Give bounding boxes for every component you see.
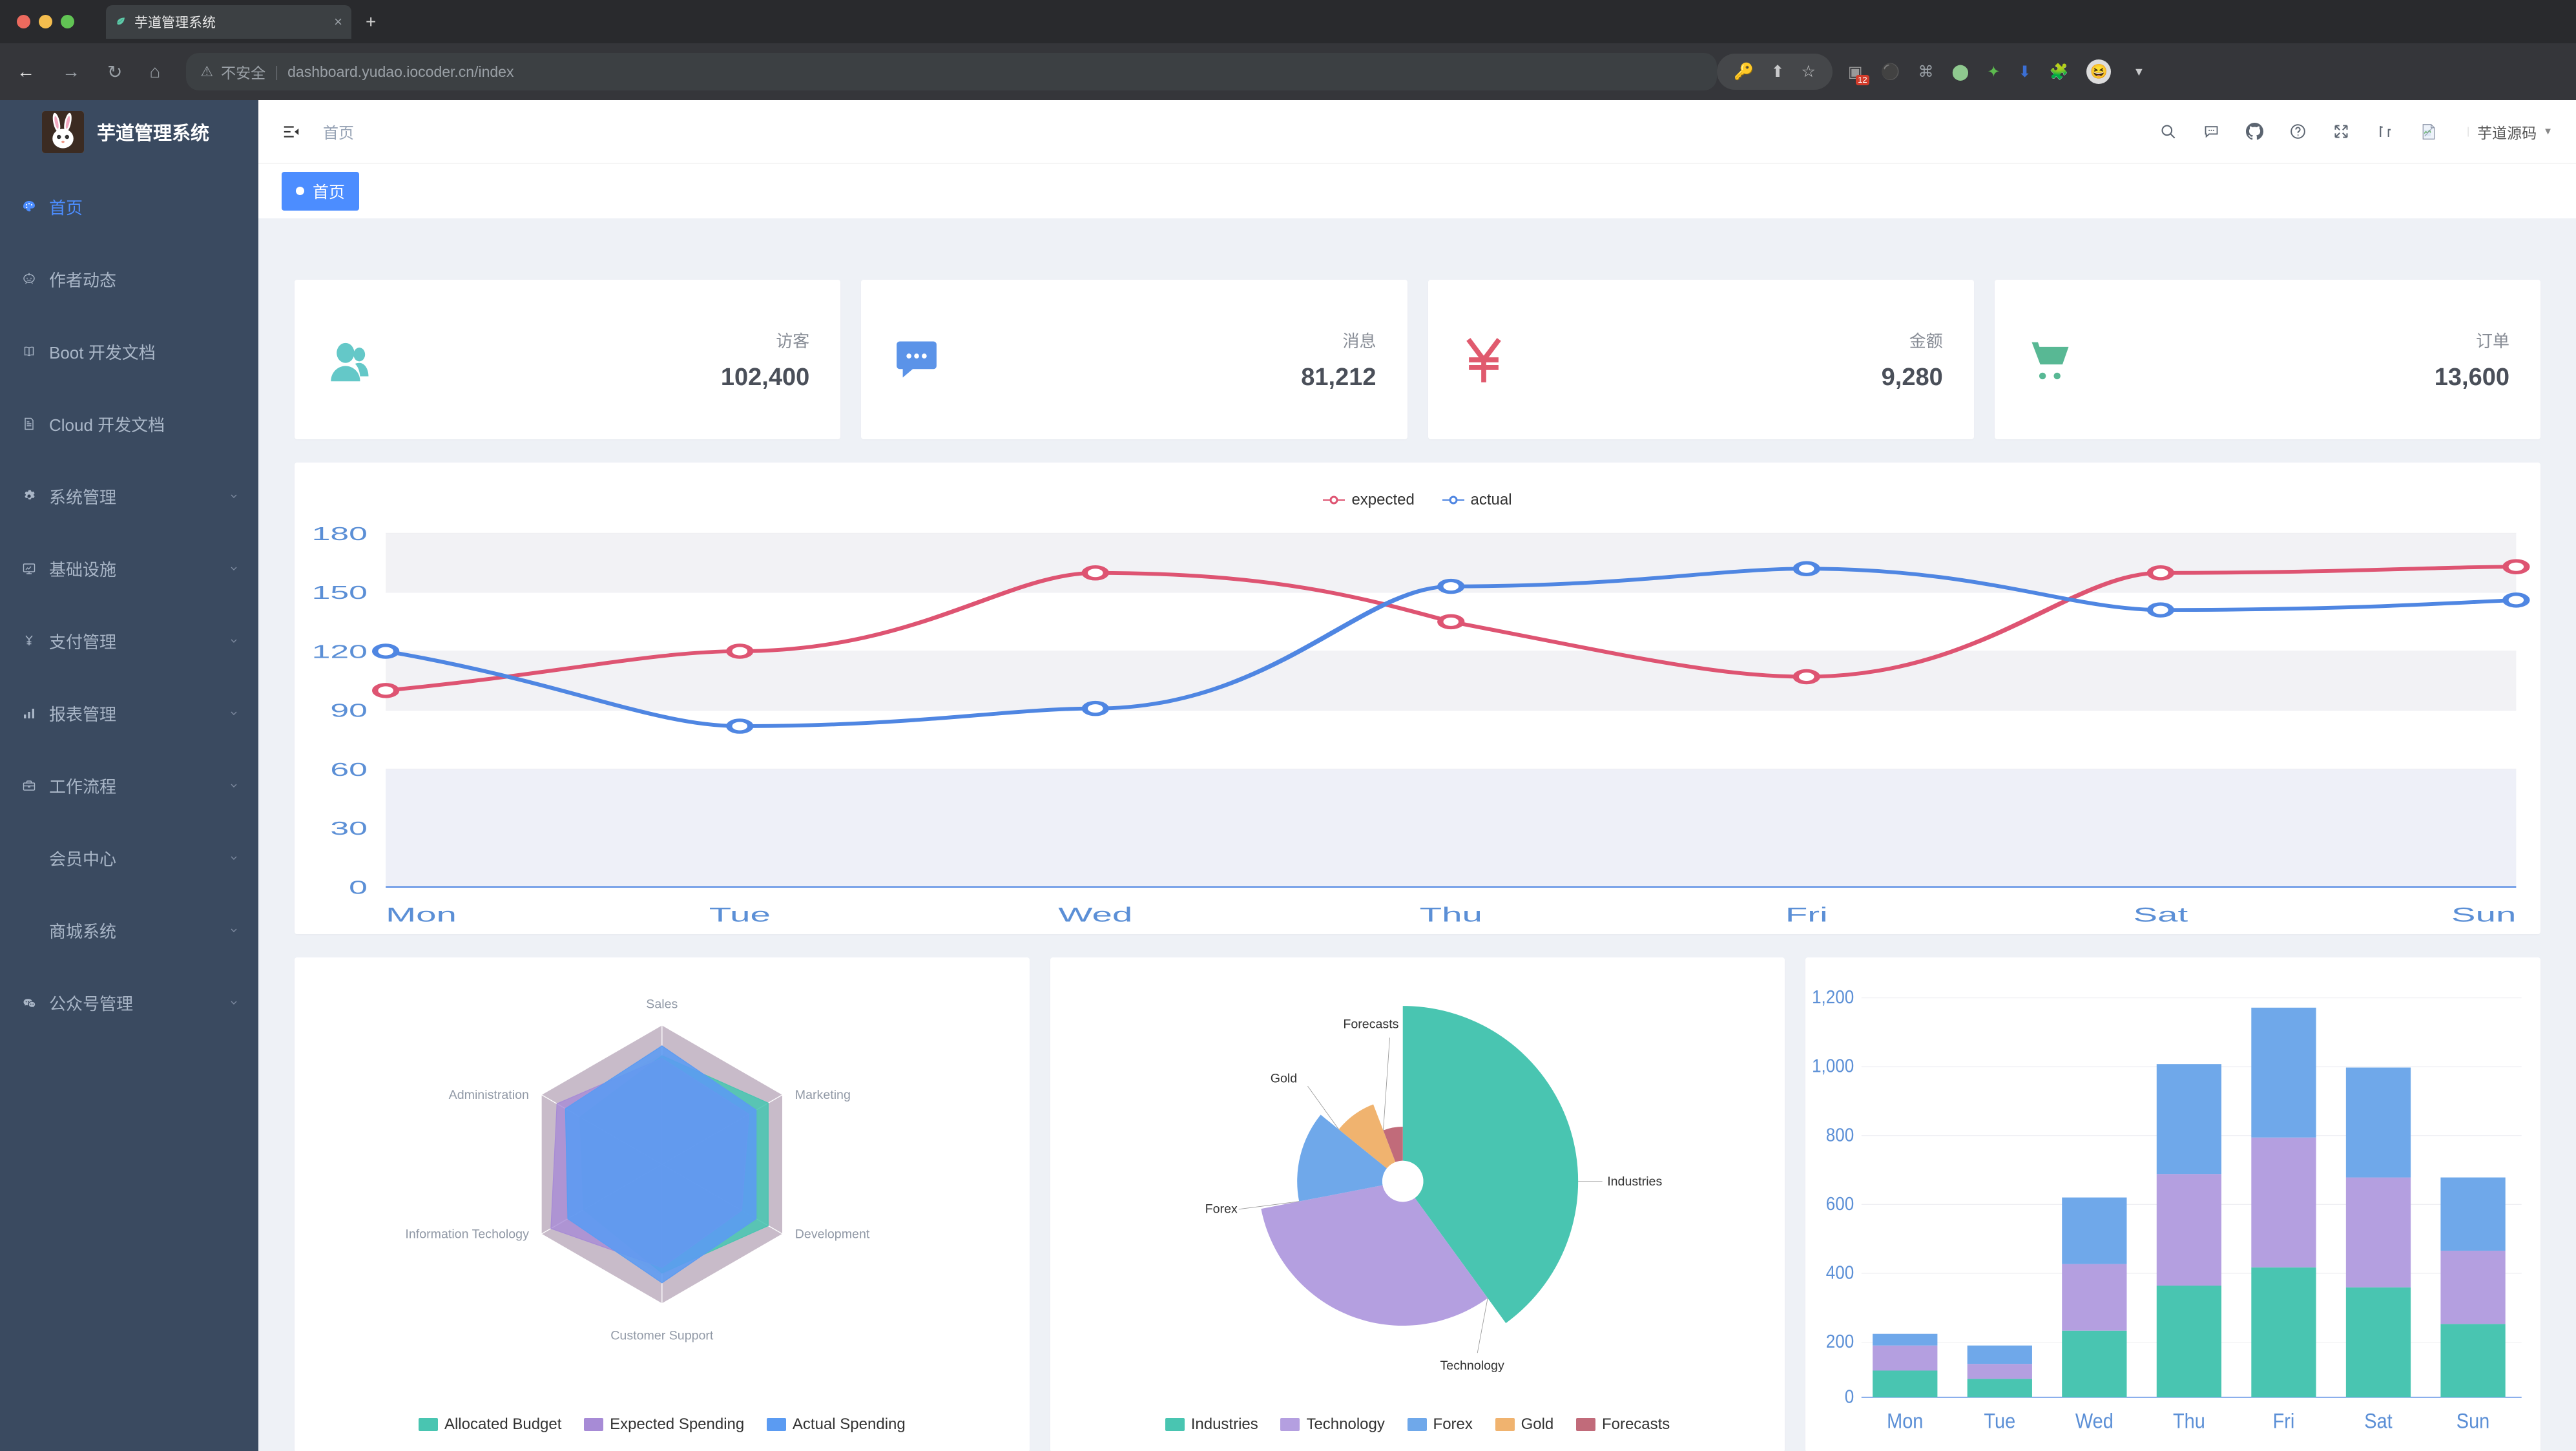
svg-text:30: 30 xyxy=(330,818,368,839)
svg-text:Marketing: Marketing xyxy=(795,1088,851,1102)
svg-text:Customer Support: Customer Support xyxy=(610,1329,714,1343)
svg-text:1,200: 1,200 xyxy=(1812,986,1854,1008)
svg-text:Fri: Fri xyxy=(2273,1410,2295,1433)
svg-text:Sun: Sun xyxy=(2457,1410,2489,1433)
svg-text:150: 150 xyxy=(312,582,368,603)
svg-text:Mon: Mon xyxy=(386,903,457,926)
svg-text:400: 400 xyxy=(1826,1262,1854,1283)
svg-text:Tue: Tue xyxy=(1984,1410,2016,1433)
svg-text:Sat: Sat xyxy=(2365,1410,2393,1433)
svg-text:Sun: Sun xyxy=(2451,903,2516,926)
svg-text:Administration: Administration xyxy=(449,1088,529,1102)
svg-text:Thu: Thu xyxy=(2173,1410,2205,1433)
svg-text:0: 0 xyxy=(1845,1386,1854,1407)
svg-text:1,000: 1,000 xyxy=(1812,1056,1854,1077)
svg-text:Gold: Gold xyxy=(1270,1071,1296,1085)
svg-text:120: 120 xyxy=(312,641,368,662)
svg-text:Forex: Forex xyxy=(1205,1202,1237,1216)
svg-text:Technology: Technology xyxy=(1440,1359,1504,1373)
svg-text:Industries: Industries xyxy=(1607,1174,1662,1189)
svg-text:Development: Development xyxy=(795,1227,870,1242)
svg-text:Fri: Fri xyxy=(1785,903,1828,926)
svg-text:Sat: Sat xyxy=(2134,903,2188,926)
svg-text:Wed: Wed xyxy=(2075,1410,2114,1433)
svg-text:180: 180 xyxy=(312,523,368,544)
svg-text:Sales: Sales xyxy=(646,997,678,1011)
svg-text:60: 60 xyxy=(330,759,368,780)
svg-text:Thu: Thu xyxy=(1420,903,1482,926)
svg-text:90: 90 xyxy=(330,700,368,721)
svg-text:Mon: Mon xyxy=(1887,1410,1923,1433)
svg-text:600: 600 xyxy=(1826,1193,1854,1215)
svg-text:200: 200 xyxy=(1826,1331,1854,1352)
svg-text:800: 800 xyxy=(1826,1124,1854,1145)
svg-text:0: 0 xyxy=(349,877,368,897)
svg-text:Wed: Wed xyxy=(1058,903,1132,926)
svg-text:Forecasts: Forecasts xyxy=(1343,1018,1398,1032)
svg-text:Tue: Tue xyxy=(709,903,771,926)
svg-text:Information Techology: Information Techology xyxy=(405,1227,529,1242)
